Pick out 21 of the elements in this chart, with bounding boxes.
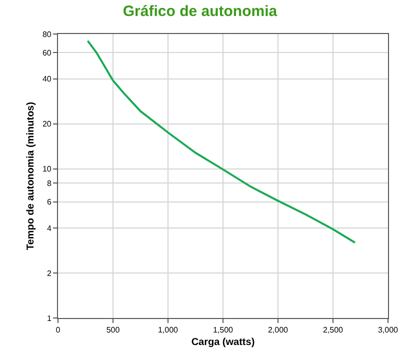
- y-tick-label: 40: [42, 74, 52, 84]
- x-tick-label: 2,500: [322, 326, 344, 335]
- x-tick-label: 500: [106, 326, 120, 335]
- y-tick-label: 8: [46, 179, 52, 188]
- x-tick-label: 1,000: [158, 326, 179, 335]
- y-tick-label: 10: [42, 164, 52, 174]
- x-tick-label: 2,000: [268, 326, 289, 335]
- y-tick-label: 80: [42, 30, 52, 39]
- y-tick-label: 1: [46, 314, 52, 323]
- y-tick-label: 60: [42, 48, 52, 58]
- y-tick-label: 20: [42, 120, 52, 129]
- line-series: [86, 40, 356, 244]
- chart-title: Gráfico de autonomia: [122, 2, 278, 20]
- x-axis-title: Carga (watts): [191, 337, 255, 348]
- x-tick-label: 3,000: [378, 326, 399, 335]
- y-tick-label: 6: [46, 198, 52, 207]
- y-tick-label: 4: [46, 224, 52, 233]
- x-tick-label: 1,500: [212, 326, 234, 335]
- y-axis-title: Tempo de autonomia (minutos): [25, 102, 36, 250]
- y-tick-label: 2: [46, 268, 52, 278]
- x-tick-label: 0: [56, 326, 61, 335]
